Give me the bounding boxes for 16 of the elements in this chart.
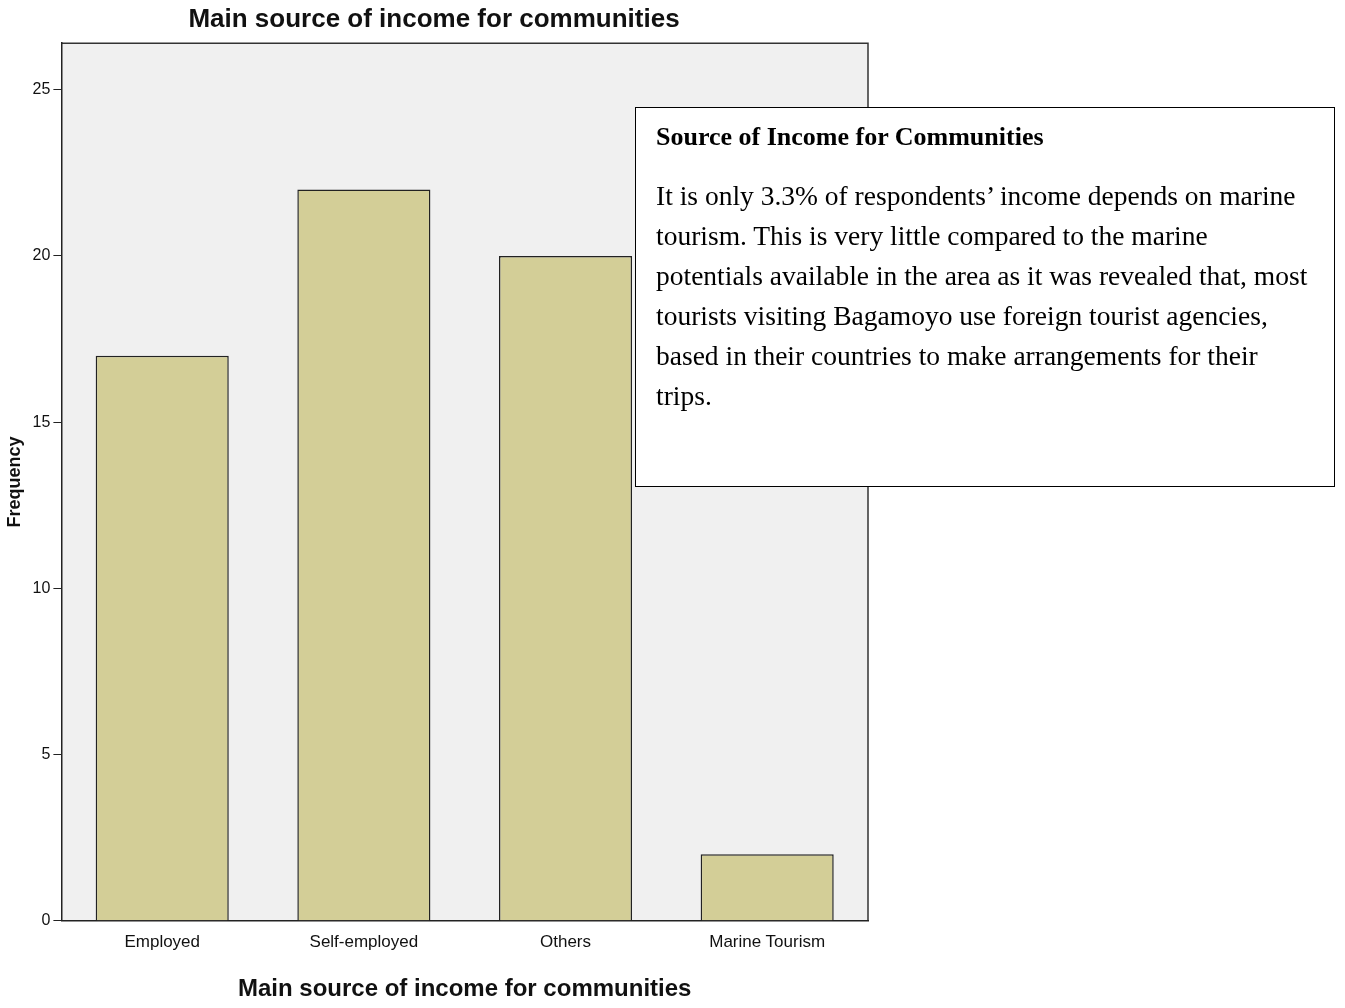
x-tick-label: Others xyxy=(540,931,592,951)
text-card: Source of Income for Communities It is only 3.3% of respondents’ income depends on marine tourism. This is very little compared to the marine potentials available in the area as it was revealed that, most tourists visiting Bagamoyo use foreign tourist agencies, based in their countries to make arrangements for their trips. xyxy=(635,107,1335,487)
x-tick-label: Self-employed xyxy=(309,931,419,951)
y-tick-label: 5 xyxy=(41,744,51,762)
x-tick-label: Employed xyxy=(124,931,201,951)
y-tick-label: 15 xyxy=(32,412,51,430)
y-tick-label: 25 xyxy=(32,80,51,98)
y-axis-title: Frequency xyxy=(3,436,24,528)
y-tick-label: 10 xyxy=(32,578,51,596)
x-axis-title: Main source of income for communities xyxy=(237,974,692,1002)
x-tick-label: Marine Tourism xyxy=(709,931,826,951)
chart-title: Main source of income for communities xyxy=(188,2,680,33)
y-tick-label: 0 xyxy=(41,911,51,929)
y-tick-label: 20 xyxy=(32,246,51,264)
annotation: It is only 3.3% of respondents’ income depends on marine tourism. This is very little compared to the marine potentials available in the area as it was revealed that, most tourists visiting Bagamoyo use foreign tourist agencies, based in their countries to make arrangements for their trips. xyxy=(656,179,1309,413)
annotation: Source of Income for Communities xyxy=(656,122,1045,152)
